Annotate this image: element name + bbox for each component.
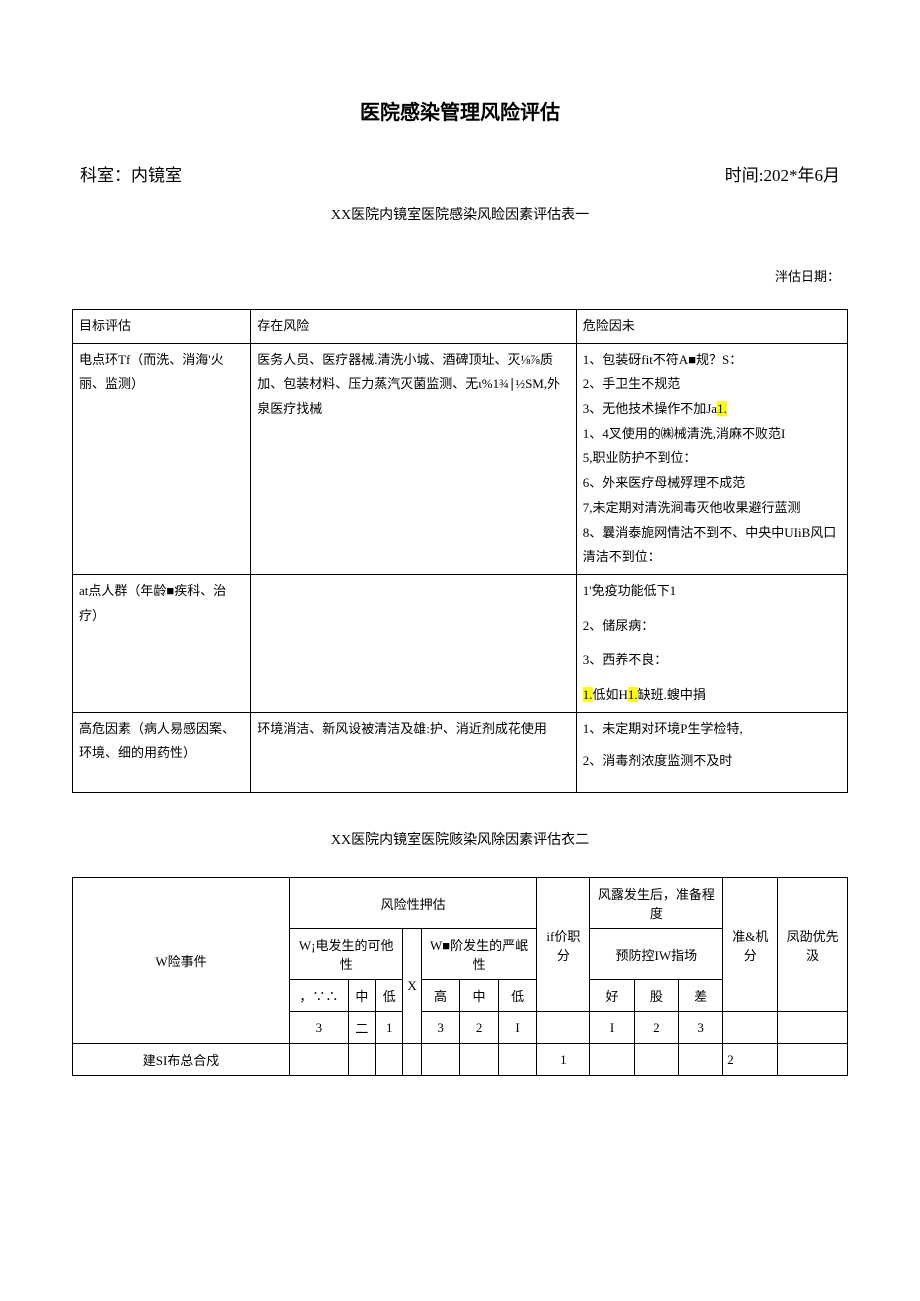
t2-r1-c2 [348,1044,375,1076]
subtitle-2: XX医院内镜室医院赅染风除因素评估衣二 [72,829,848,849]
r2-c3: 1'免疫功能低下1 2、储尿病： 3、西养不良： 1.低如H1.缺班.螋中捐 [576,574,847,712]
th-priority-blank [778,1012,848,1044]
t2-r1-c10 [634,1044,678,1076]
r1-c3-i6: 6、外来医疗母械殍理不成范 [583,471,841,496]
r2-c2 [251,574,577,712]
r1-c1: 电点环Tf（而洗、消海'火丽、监测） [73,343,251,574]
r1-c3-i4: 1、4叉使用的㈱械清洗,消麻不败范I [583,422,841,447]
th-mp: 中 [348,980,375,1012]
t2-r1-c1 [290,1044,349,1076]
r2-c3-i2: 2、储尿病： [583,614,841,639]
th-severity: W■阶发生的严岷性 [421,929,537,980]
table-1-header-row: 目标评估 存在风险 危险因未 [73,310,848,344]
th-score: if价职分 [537,878,590,1012]
t2-r1-c3 [376,1044,403,1076]
table-1-row-2: at点人群（年龄■疾科、治疗） 1'免疫功能低下1 2、储尿病： 3、西养不良：… [73,574,848,712]
th-good: 好 [590,980,634,1012]
table-1: 目标评估 存在风险 危险因未 电点环Tf（而洗、消海'火丽、监测） 医务人员、医… [72,309,848,793]
table-1-row-1: 电点环Tf（而洗、消海'火丽、监测） 医务人员、医疗器械.清洗小城、酒碑顶址、灭… [73,343,848,574]
th-score-blank [537,1012,590,1044]
r3-c2: 环境消洁、新风设被清洁及雄:护、消近剂成花使用 [251,712,577,792]
r1-c2: 医务人员、医疗器械.清洗小城、酒碑顶址、灭⅛⅞质加、包装材料、压力蒸汽灭菌监测、… [251,343,577,574]
table-2: W险事件 风险性押估 if价职分 风露发生后，准备程度 准&机分 凤劭优先汲 W… [72,877,848,1076]
th-hs: 高 [421,980,460,1012]
th-risk: 存在风险 [251,310,577,344]
th-bad: 差 [678,980,722,1012]
th-s1: I [498,1012,537,1044]
th-priority: 凤劭优先汲 [778,878,848,1012]
t2-hr1: W险事件 风险性押估 if价职分 风露发生后，准备程度 准&机分 凤劭优先汲 [73,878,848,929]
subtitle-1: XX医院内镜室医院感染风睑因素评估表一 [72,204,848,224]
r1-c3-i2: 2、手卫生不规范 [583,372,841,397]
t2-r1-c7 [498,1044,537,1076]
t2-r1-c13 [778,1044,848,1076]
th-n1: 1 [376,1012,403,1044]
th-prevent: 预防控IW指场 [590,929,723,980]
r2-c1: at点人群（年龄■疾科、治疗） [73,574,251,712]
t2-r1-quasi: 2 [723,1044,778,1076]
r1-c3-i1: 1、包装砑fit不符A■规？S： [583,348,841,373]
t2-r1-c5 [421,1044,460,1076]
th-gen: 股 [634,980,678,1012]
t2-r1-event: 建SI布总合戍 [73,1044,290,1076]
t2-r1-c4 [403,1044,421,1076]
eval-date-label: 泮估日期： [72,266,848,285]
th-ms: 中 [460,980,499,1012]
th-s2: 2 [460,1012,499,1044]
r1-c3-i7: 7,未定期对清洗涧毒灭他收果避行蓝测 [583,496,841,521]
th-event: W险事件 [73,878,290,1044]
r2-c3-i1: 1'免疫功能低下1 [583,579,841,604]
r2-c3-i4: 1.低如H1.缺班.螋中捐 [583,683,841,708]
th-p3: 3 [678,1012,722,1044]
t2-r1-c11 [678,1044,722,1076]
t2-r1-c6 [460,1044,499,1076]
time-label: 时间:202*年6月 [725,161,840,186]
t2-r1-score: 1 [537,1044,590,1076]
th-risk-assess: 风险性押估 [290,878,537,929]
r1-c3-i3: 3、无他技术操作不加Ja1. [583,397,841,422]
th-p2: 2 [634,1012,678,1044]
th-ls: 低 [498,980,537,1012]
r3-c1: 高危因素（病人易感因案、环境、细的用药性） [73,712,251,792]
th-target: 目标评估 [73,310,251,344]
th-quasi: 准&机分 [723,878,778,1012]
th-possibility: W¡电发生的可他性 [290,929,403,980]
th-quasi-blank [723,1012,778,1044]
th-after: 风露发生后，准备程度 [590,878,723,929]
meta-row: 科室：内镜室 时间:202*年6月 [72,161,848,186]
r2-c3-i3: 3、西养不良： [583,648,841,673]
r3-c3-i1: 1、未定期对环境P生学检特, [583,717,841,742]
page-title: 医院感染管理风险评估 [72,96,848,125]
th-n2: 二 [348,1012,375,1044]
th-p1: I [590,1012,634,1044]
r1-c3: 1、包装砑fit不符A■规？S： 2、手卫生不规范 3、无他技术操作不加Ja1.… [576,343,847,574]
th-s3: 3 [421,1012,460,1044]
dept-label: 科室：内镜室 [80,161,182,186]
t2-row-1: 建SI布总合戍 1 2 [73,1044,848,1076]
th-lp: 低 [376,980,403,1012]
th-x: X [403,929,421,1044]
r1-c3-i8: 8、曩消泰旎网情沽不到不、中央中UIiB风口清洁不到位： [583,521,841,570]
th-hp: ，∵∴ [290,980,349,1012]
th-factor: 危险因未 [576,310,847,344]
t2-r1-c9 [590,1044,634,1076]
th-n3: 3 [290,1012,349,1044]
r1-c3-i5: 5,职业防护不到位： [583,446,841,471]
r3-c3-i2: 2、消毒剂浓度监测不及时 [583,749,841,774]
r3-c3: 1、未定期对环境P生学检特, 2、消毒剂浓度监测不及时 [576,712,847,792]
table-1-row-3: 高危因素（病人易感因案、环境、细的用药性） 环境消洁、新风设被清洁及雄:护、消近… [73,712,848,792]
